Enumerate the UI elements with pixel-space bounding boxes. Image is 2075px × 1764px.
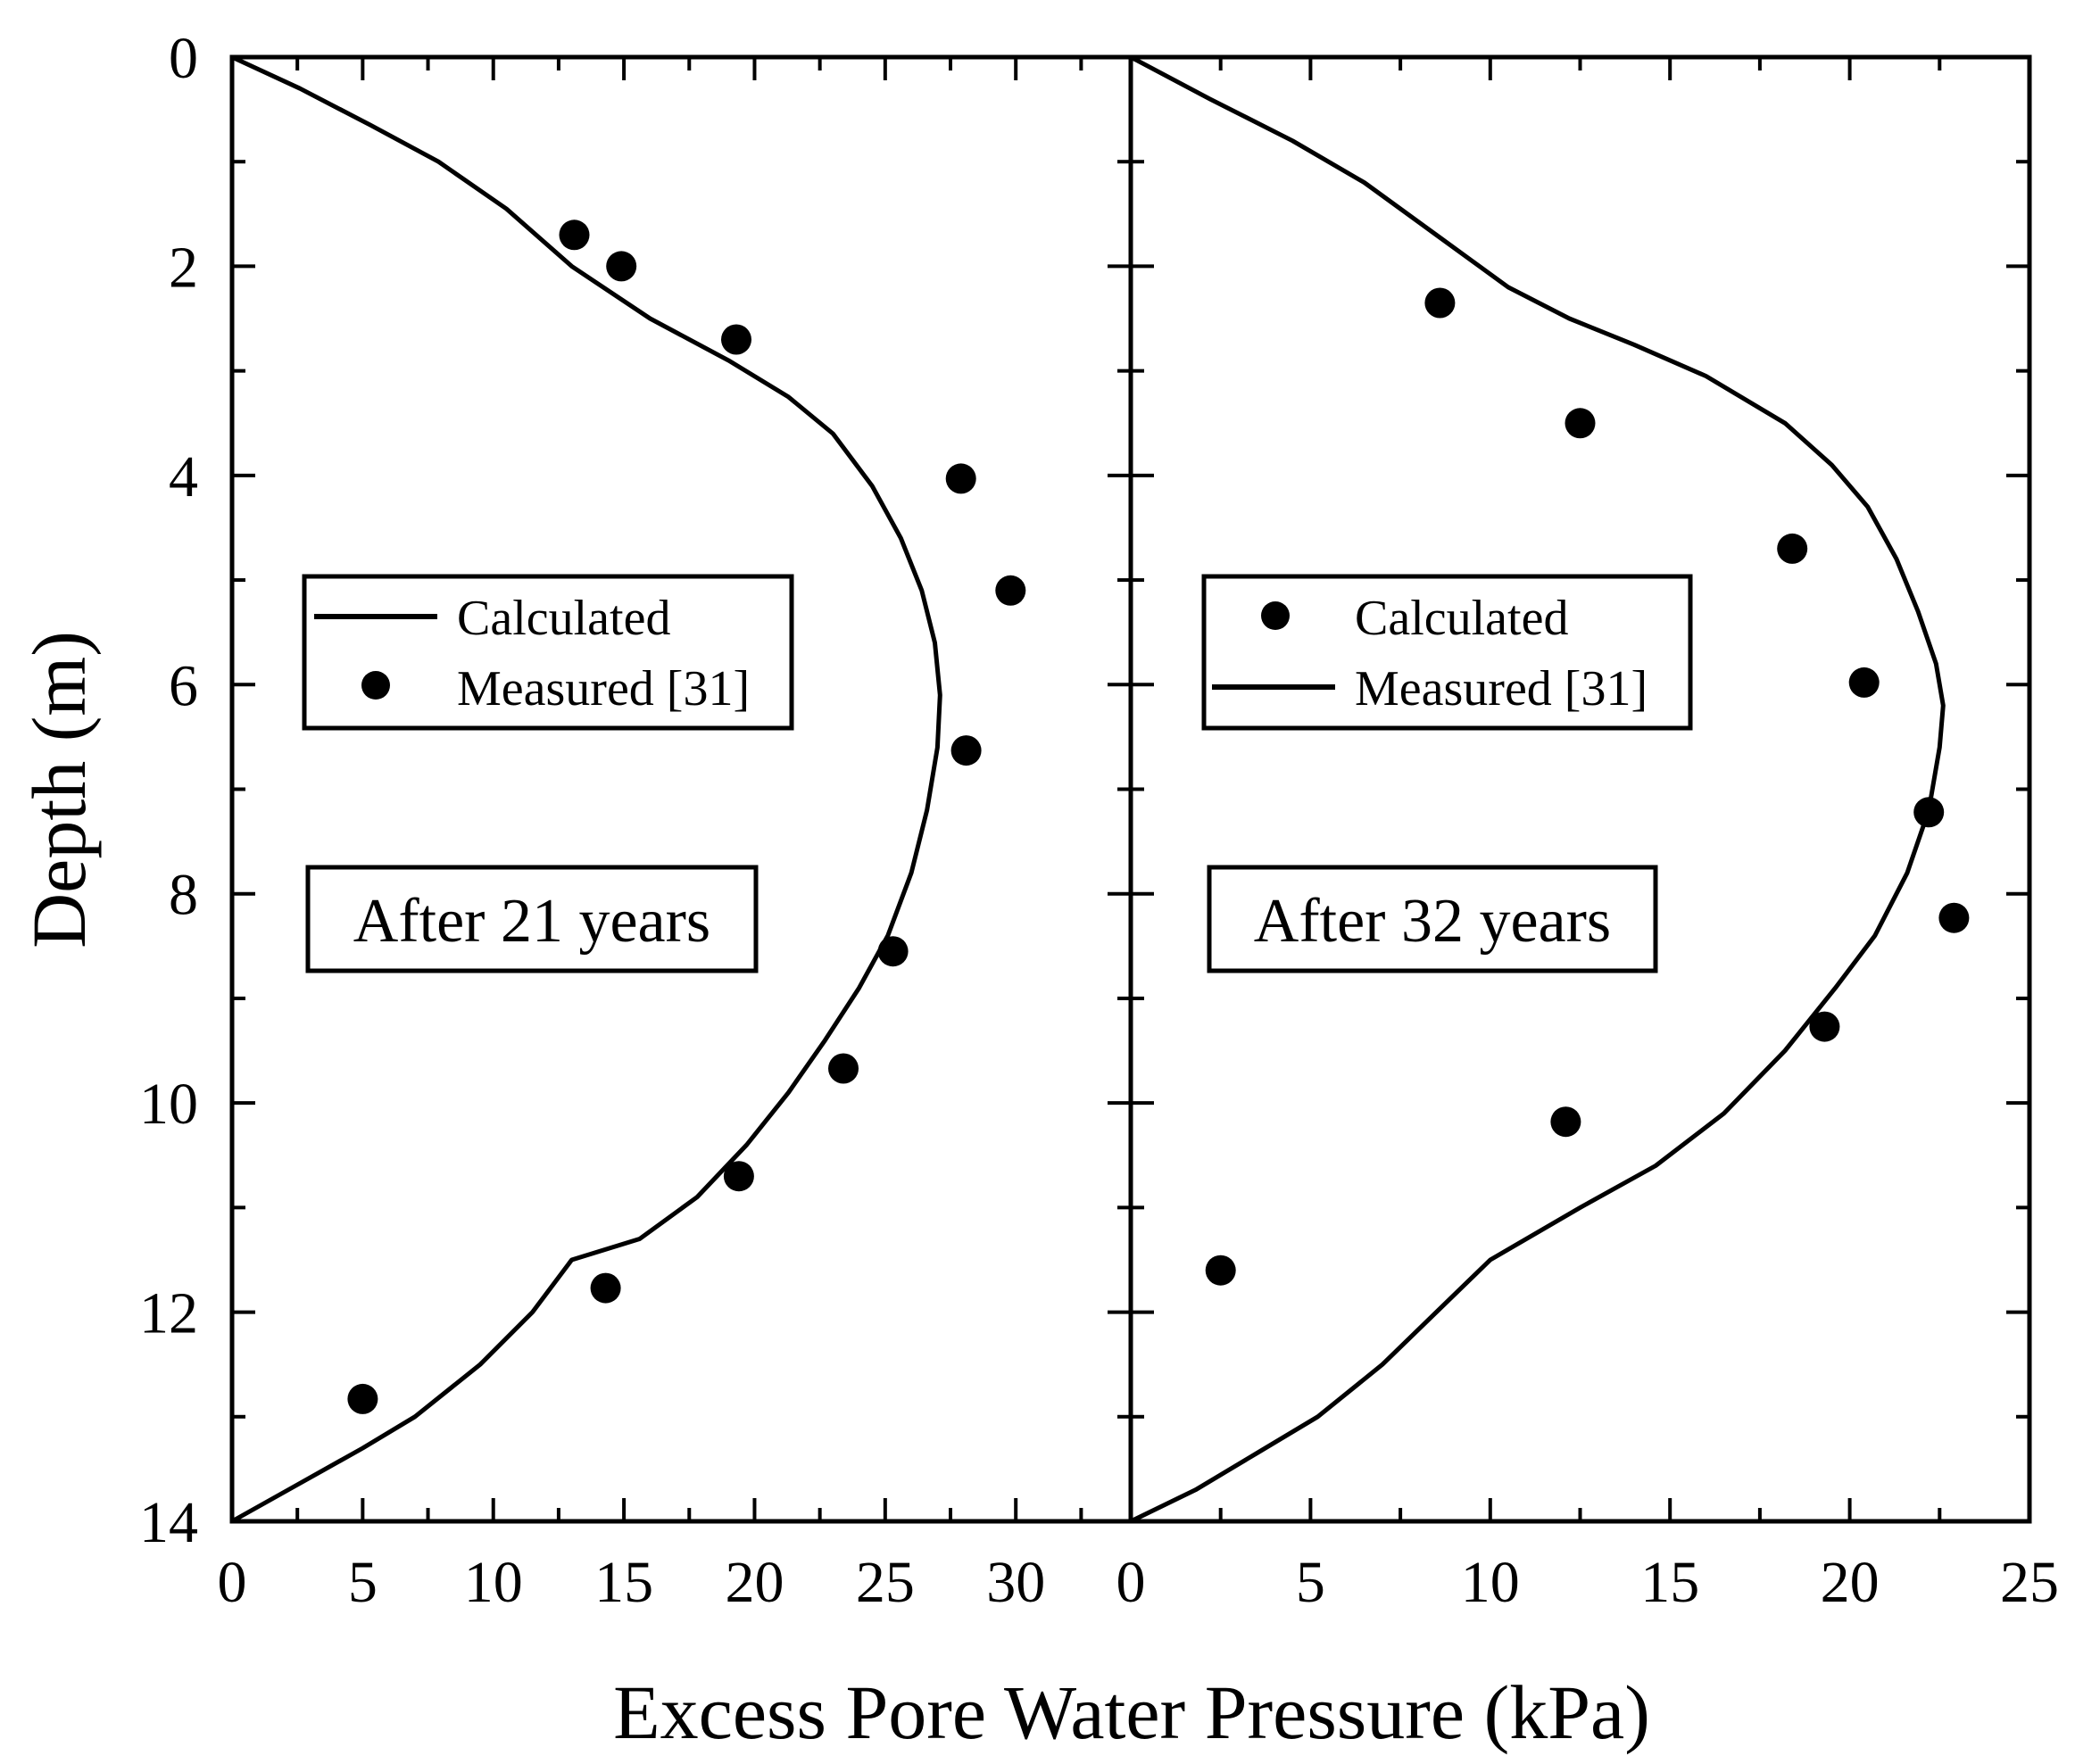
- left-annotation: After 21 years: [305, 865, 759, 973]
- left-data-point: [995, 575, 1026, 606]
- right-legend-dot-marker: [1261, 601, 1290, 630]
- right-legend-label-2: Measured [31]: [1355, 661, 1648, 716]
- left-legend-dot-marker: [361, 671, 390, 700]
- right-annotation-text: After 32 years: [1254, 887, 1611, 956]
- right-profile-line: [1129, 54, 1946, 1524]
- left-data-point: [347, 1383, 378, 1414]
- panel-after-21-years: 0 5 10 15 20 25 30 0 2 4 6 8 10 12 14 Calculated Measu…: [139, 26, 1131, 1615]
- right-x-tick-label: 20: [1821, 1550, 1880, 1615]
- left-ticks: 0 5 10 15 20 25 30 0 2 4 6 8 10 12 14: [139, 26, 1131, 1615]
- left-x-tick-label: 20: [725, 1550, 784, 1615]
- left-data-point: [950, 735, 982, 766]
- y-tick-label: 2: [169, 235, 198, 300]
- left-plot-frame: [229, 54, 1133, 1524]
- left-legend-label-2: Measured [31]: [457, 661, 750, 716]
- right-x-tick-label: 5: [1296, 1550, 1325, 1615]
- left-data-point: [723, 1161, 754, 1192]
- left-x-tick-label: 0: [218, 1550, 247, 1615]
- right-x-tick-label: 25: [2000, 1550, 2059, 1615]
- y-axis-title: Depth (m): [16, 631, 102, 948]
- left-data-point: [559, 219, 590, 251]
- left-legend-label-1: Calculated: [457, 591, 670, 646]
- right-data-point: [1913, 797, 1945, 828]
- left-data-layer: [230, 54, 1026, 1524]
- x-axis-title: Excess Pore Water Pressure (kPa): [613, 1669, 1650, 1755]
- y-tick-label: 6: [169, 653, 198, 718]
- left-x-tick-label: 15: [594, 1550, 653, 1615]
- right-x-tick-label: 15: [1640, 1550, 1699, 1615]
- left-data-point: [828, 1053, 859, 1084]
- left-annotation-text: After 21 years: [353, 887, 710, 956]
- left-x-tick-label: 10: [464, 1550, 523, 1615]
- right-annotation-box: [1207, 865, 1658, 973]
- right-data-point: [1848, 667, 1880, 698]
- left-annotation-box: [305, 865, 759, 973]
- right-legend-box: [1201, 574, 1693, 731]
- left-x-tick-label: 25: [856, 1550, 915, 1615]
- right-x-tick-label: 0: [1116, 1550, 1146, 1615]
- right-data-point: [1424, 287, 1456, 319]
- right-data-point: [1550, 1106, 1581, 1138]
- left-data-point: [721, 324, 751, 355]
- left-x-tick-label: 30: [986, 1550, 1045, 1615]
- panel-after-32-years: 0 5 10 15 20 25 Calculated Measured [31] Afte…: [1116, 54, 2059, 1615]
- left-data-point: [606, 251, 637, 282]
- right-data-point: [1938, 902, 1970, 933]
- right-x-tick-label: 10: [1461, 1550, 1520, 1615]
- y-tick-label: 4: [169, 444, 198, 509]
- left-legend: Calculated Measured [31]: [302, 574, 794, 731]
- right-data-point: [1565, 408, 1596, 439]
- y-tick-label: 8: [169, 863, 198, 928]
- right-annotation: After 32 years: [1207, 865, 1658, 973]
- left-profile-line: [230, 54, 942, 1524]
- right-data-layer: [1129, 54, 1970, 1524]
- right-data-point: [1809, 1011, 1840, 1042]
- y-tick-label: 0: [169, 26, 198, 91]
- left-data-point: [945, 463, 976, 494]
- right-plot-frame: [1128, 54, 2032, 1524]
- y-tick-label: 10: [139, 1072, 198, 1137]
- left-x-tick-label: 5: [348, 1550, 378, 1615]
- right-ticks: 0 5 10 15 20 25: [1116, 55, 2059, 1615]
- right-legend-label-1: Calculated: [1355, 591, 1568, 646]
- left-data-point: [877, 936, 909, 967]
- left-legend-box: [302, 574, 794, 731]
- right-data-point: [1777, 533, 1808, 564]
- left-data-point: [590, 1272, 621, 1304]
- y-tick-label: 14: [139, 1490, 198, 1555]
- right-legend: Calculated Measured [31]: [1201, 574, 1693, 731]
- y-tick-label: 12: [139, 1281, 198, 1346]
- right-data-point: [1205, 1255, 1236, 1286]
